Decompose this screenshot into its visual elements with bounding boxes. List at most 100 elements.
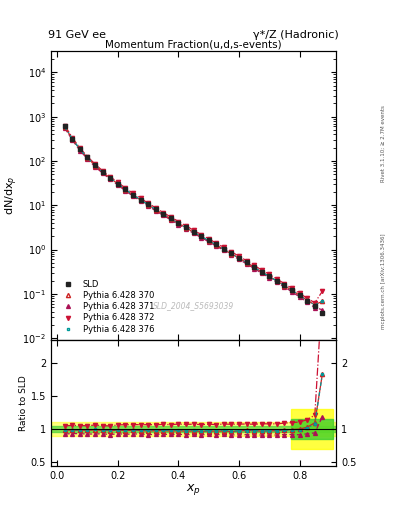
SLD	[93, 162, 97, 168]
Pythia 6.428 372	[85, 154, 90, 160]
Pythia 6.428 372	[305, 295, 310, 301]
Pythia 6.428 370	[169, 216, 173, 222]
Text: 91 GeV ee: 91 GeV ee	[48, 30, 106, 39]
Pythia 6.428 376	[62, 124, 67, 130]
Text: Rivet 3.1.10; ≥ 2.7M events: Rivet 3.1.10; ≥ 2.7M events	[381, 105, 386, 182]
Pythia 6.428 370	[275, 278, 279, 284]
Pythia 6.428 376	[116, 181, 120, 187]
Pythia 6.428 372	[199, 231, 204, 238]
SLD	[222, 246, 226, 252]
SLD	[138, 197, 143, 203]
Pythia 6.428 372	[275, 276, 279, 282]
Pythia 6.428 376	[206, 238, 211, 244]
Line: Pythia 6.428 370: Pythia 6.428 370	[62, 125, 325, 307]
Title: Momentum Fraction(u,d,s-events): Momentum Fraction(u,d,s-events)	[105, 39, 282, 49]
Pythia 6.428 371	[252, 265, 257, 271]
Pythia 6.428 371	[62, 125, 67, 131]
SLD	[169, 215, 173, 221]
SLD	[282, 282, 287, 288]
SLD	[184, 224, 188, 230]
Pythia 6.428 370	[237, 255, 241, 261]
Pythia 6.428 371	[290, 289, 294, 295]
Pythia 6.428 371	[259, 270, 264, 276]
Pythia 6.428 376	[305, 297, 310, 304]
Pythia 6.428 371	[77, 147, 82, 154]
SLD	[77, 146, 82, 152]
Y-axis label: Ratio to SLD: Ratio to SLD	[19, 375, 28, 431]
SLD	[100, 169, 105, 175]
Pythia 6.428 370	[191, 229, 196, 235]
Pythia 6.428 372	[108, 174, 112, 180]
Pythia 6.428 376	[130, 191, 135, 198]
Pythia 6.428 370	[130, 192, 135, 198]
Pythia 6.428 370	[320, 298, 325, 305]
Pythia 6.428 370	[282, 283, 287, 289]
Pythia 6.428 371	[267, 274, 272, 281]
SLD	[108, 175, 112, 181]
Bar	[290, 409, 333, 449]
Pythia 6.428 376	[146, 202, 151, 208]
Pythia 6.428 371	[229, 252, 234, 258]
Pythia 6.428 371	[153, 208, 158, 214]
Pythia 6.428 371	[320, 307, 325, 313]
Pythia 6.428 372	[237, 253, 241, 259]
SLD	[191, 228, 196, 234]
SLD	[237, 254, 241, 261]
Pythia 6.428 371	[191, 230, 196, 237]
Pythia 6.428 370	[222, 246, 226, 252]
Pythia 6.428 370	[77, 146, 82, 153]
Pythia 6.428 371	[199, 234, 204, 241]
Pythia 6.428 370	[108, 175, 112, 181]
Pythia 6.428 370	[229, 251, 234, 257]
SLD	[146, 201, 151, 207]
SLD	[85, 155, 90, 161]
Pythia 6.428 370	[161, 211, 165, 218]
SLD	[297, 292, 302, 298]
Bar	[51, 422, 336, 436]
SLD	[176, 220, 181, 226]
Pythia 6.428 376	[153, 206, 158, 212]
Pythia 6.428 376	[297, 292, 302, 298]
Text: γ*/Z (Hadronic): γ*/Z (Hadronic)	[253, 30, 339, 39]
Pythia 6.428 376	[282, 283, 287, 289]
Line: Pythia 6.428 372: Pythia 6.428 372	[62, 123, 325, 305]
Legend: SLD, Pythia 6.428 370, Pythia 6.428 371, Pythia 6.428 372, Pythia 6.428 376: SLD, Pythia 6.428 370, Pythia 6.428 371,…	[55, 278, 157, 336]
Pythia 6.428 371	[176, 222, 181, 228]
Pythia 6.428 371	[206, 239, 211, 245]
Pythia 6.428 376	[123, 186, 128, 193]
Pythia 6.428 372	[62, 122, 67, 129]
Pythia 6.428 370	[123, 186, 128, 193]
SLD	[229, 250, 234, 256]
SLD	[199, 233, 204, 239]
Pythia 6.428 371	[161, 212, 165, 219]
Pythia 6.428 376	[85, 155, 90, 161]
SLD	[70, 136, 75, 142]
Pythia 6.428 376	[214, 242, 219, 248]
Pythia 6.428 371	[244, 261, 249, 267]
Pythia 6.428 372	[93, 161, 97, 167]
Pythia 6.428 376	[93, 162, 97, 168]
Pythia 6.428 371	[222, 247, 226, 253]
Pythia 6.428 372	[116, 179, 120, 185]
Pythia 6.428 372	[184, 223, 188, 229]
Pythia 6.428 372	[77, 145, 82, 151]
Pythia 6.428 376	[320, 298, 325, 305]
Pythia 6.428 371	[184, 226, 188, 232]
Pythia 6.428 370	[100, 169, 105, 175]
Text: SLD_2004_S5693039: SLD_2004_S5693039	[153, 301, 234, 310]
Bar	[290, 419, 333, 439]
Pythia 6.428 376	[77, 146, 82, 153]
Pythia 6.428 372	[153, 205, 158, 211]
Pythia 6.428 376	[275, 278, 279, 284]
Pythia 6.428 370	[199, 233, 204, 240]
Pythia 6.428 372	[138, 195, 143, 201]
Pythia 6.428 372	[123, 185, 128, 191]
Pythia 6.428 372	[259, 267, 264, 273]
Pythia 6.428 371	[70, 137, 75, 143]
Pythia 6.428 376	[176, 220, 181, 226]
Line: Pythia 6.428 371: Pythia 6.428 371	[63, 126, 324, 312]
Pythia 6.428 376	[290, 287, 294, 293]
Pythia 6.428 376	[222, 246, 226, 252]
Pythia 6.428 371	[85, 156, 90, 162]
SLD	[267, 273, 272, 279]
